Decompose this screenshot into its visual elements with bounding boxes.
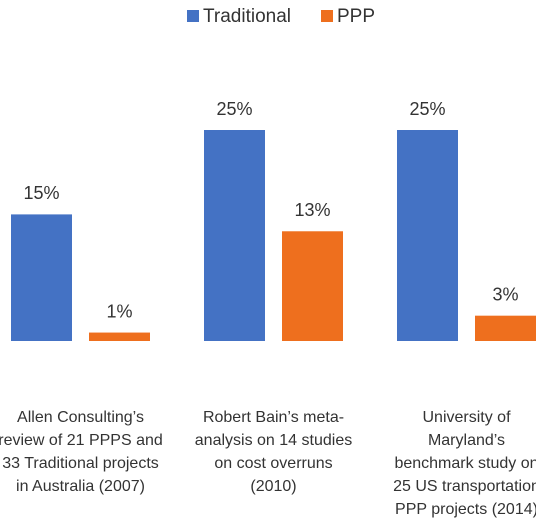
x-tick-label: benchmark study on — [394, 455, 536, 472]
data-label: 25% — [409, 99, 445, 119]
bar — [11, 214, 72, 341]
legend-swatch — [321, 10, 333, 22]
bar — [282, 231, 343, 341]
x-tick-label: PPP projects (2014) — [395, 501, 536, 518]
x-tick-label: (2010) — [250, 478, 296, 495]
legend-label: PPP — [337, 6, 375, 27]
x-tick-label: Allen Consulting’s — [17, 409, 144, 426]
x-tick-label: Maryland’s — [428, 432, 505, 449]
legend-label: Traditional — [203, 6, 291, 27]
data-label: 1% — [106, 301, 132, 321]
legend-swatch — [187, 10, 199, 22]
data-label: 25% — [216, 99, 252, 119]
x-tick-label: Robert Bain’s meta- — [203, 409, 344, 426]
x-tick-label: review of 21 PPPS and — [0, 432, 163, 449]
x-tick-label: 33 Traditional projects — [2, 455, 159, 472]
bar — [397, 130, 458, 341]
bar — [204, 130, 265, 341]
x-tick-label: 25 US transportation — [393, 478, 536, 495]
data-label: 13% — [294, 200, 330, 220]
data-label: 15% — [23, 183, 59, 203]
x-tick-label: on cost overruns — [214, 455, 332, 472]
data-label: 3% — [492, 284, 518, 304]
bar — [89, 332, 150, 341]
x-tick-label: analysis on 14 studies — [195, 432, 352, 449]
x-tick-label: University of — [422, 409, 511, 426]
x-tick-label: in Australia (2007) — [16, 478, 145, 495]
bar — [475, 315, 536, 341]
